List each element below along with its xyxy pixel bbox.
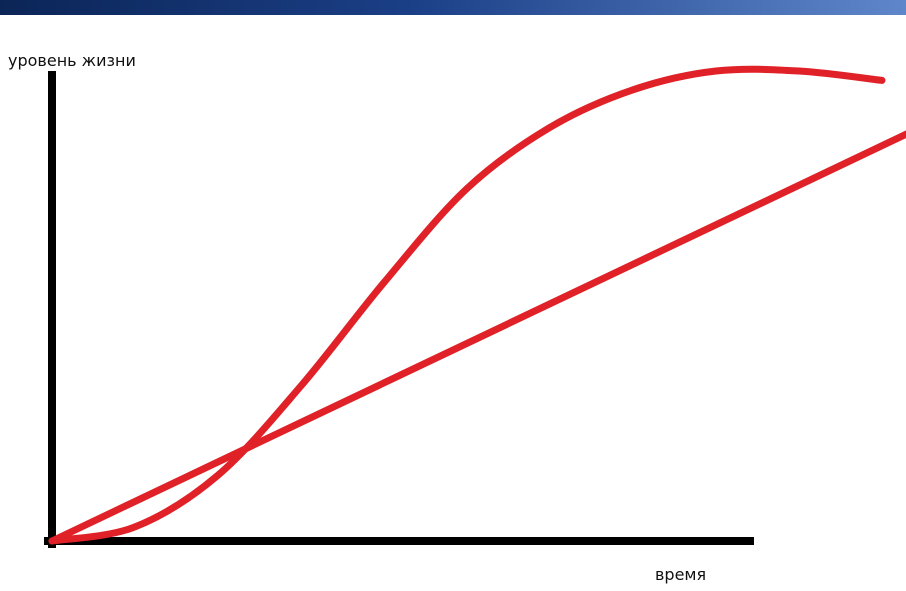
x-axis-label: время: [655, 565, 706, 584]
series-line-2: [48, 130, 906, 545]
slide-top-bar: [0, 0, 906, 15]
y-axis-label: уровень жизни: [8, 51, 136, 70]
series-line-1: [48, 65, 886, 545]
